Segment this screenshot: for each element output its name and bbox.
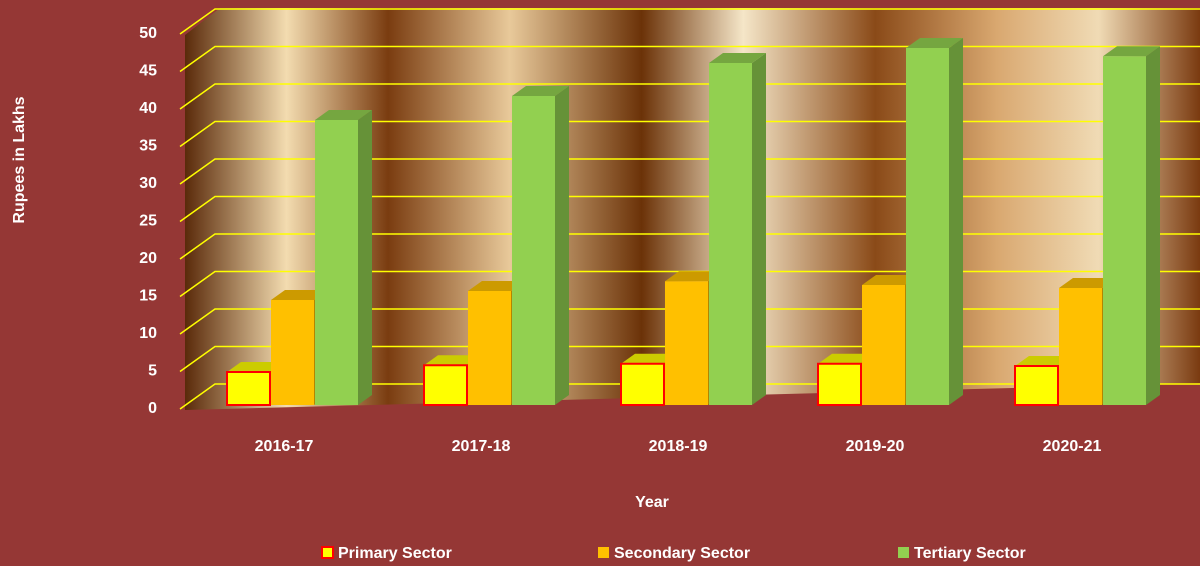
y-tick-label: 40 <box>139 100 157 117</box>
bar <box>315 110 372 405</box>
bar <box>1103 46 1160 405</box>
bar-top <box>512 86 569 96</box>
bar-top <box>709 53 766 63</box>
y-tick-label: 10 <box>139 325 157 342</box>
bar-top <box>1103 46 1160 57</box>
bar-top <box>315 110 372 120</box>
legend-swatch <box>321 546 334 559</box>
bar-front <box>512 96 555 405</box>
grid-line <box>179 83 1200 110</box>
bar-top <box>468 281 525 291</box>
bar-front <box>620 362 665 406</box>
y-tick-label: 20 <box>139 250 157 267</box>
bar-front <box>1014 365 1059 406</box>
bar-side <box>1146 46 1160 405</box>
bar-top <box>227 362 284 372</box>
x-tick-label: 2020-21 <box>1043 438 1102 455</box>
legend-label: Tertiary Sector <box>914 545 1026 562</box>
y-axis-label: Rupees in Lakhs <box>11 96 28 223</box>
bar-top <box>271 290 328 300</box>
x-tick-label: 2019-20 <box>846 438 905 455</box>
bar-side <box>555 86 569 405</box>
grid-line <box>179 270 1200 298</box>
grid-line <box>179 45 1200 73</box>
bar <box>512 86 569 405</box>
bar-front <box>423 364 468 406</box>
y-tick-label: 45 <box>139 63 157 80</box>
bar <box>709 53 766 405</box>
y-tick-label: 30 <box>139 175 157 192</box>
grid-line <box>179 233 1200 260</box>
bar-front <box>906 48 949 405</box>
bar-front <box>468 291 511 405</box>
y-tick-label: 15 <box>139 288 157 305</box>
grid-line <box>179 120 1200 148</box>
grid-line <box>179 158 1200 185</box>
bar-front <box>226 371 271 406</box>
y-tick-label: 35 <box>139 138 157 155</box>
legend-swatch <box>898 547 909 558</box>
legend-label: Primary Sector <box>338 545 452 562</box>
x-tick-label: 2018-19 <box>649 438 708 455</box>
bar-front <box>315 120 358 405</box>
bar-front <box>709 63 752 405</box>
bar-side <box>949 38 963 405</box>
grid-line <box>179 8 1200 35</box>
bar-front <box>817 362 862 406</box>
bar-top <box>621 353 678 364</box>
y-tick-label: 25 <box>139 213 157 230</box>
bar-top <box>906 38 963 48</box>
x-tick-label: 2016-17 <box>255 438 314 455</box>
bar-top <box>1015 356 1072 366</box>
bar-top <box>818 353 875 364</box>
bar-top <box>424 355 481 366</box>
bar-side <box>752 53 766 405</box>
legend-label: Secondary Sector <box>614 545 750 562</box>
bar-front <box>271 300 314 405</box>
legend-swatch <box>598 547 609 558</box>
x-axis-label: Year <box>635 494 669 511</box>
bar-side <box>358 110 372 405</box>
y-tick-label: 0 <box>148 400 157 417</box>
bar-front <box>1059 288 1102 405</box>
bar-front <box>665 281 708 405</box>
grid-line <box>179 195 1200 223</box>
x-tick-label: 2017-18 <box>452 438 511 455</box>
y-tick-label: 50 <box>139 25 157 42</box>
bar-top <box>1059 278 1116 288</box>
y-tick-label: 5 <box>148 363 157 380</box>
bar-top <box>862 275 919 285</box>
bar-front <box>862 285 905 405</box>
bar <box>906 38 963 405</box>
bar-top <box>665 271 722 282</box>
bar-front <box>1103 56 1146 405</box>
